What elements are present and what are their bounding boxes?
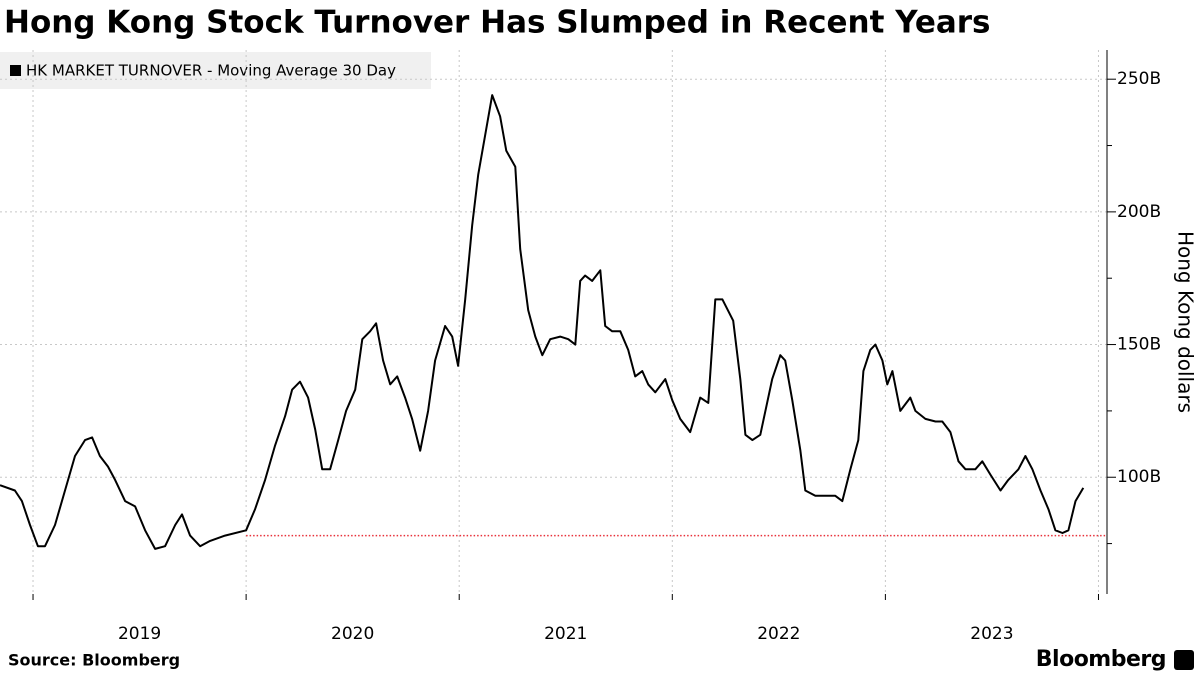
brand-icon [1174, 650, 1194, 670]
legend-box [0, 52, 431, 89]
legend-swatch [10, 65, 21, 76]
y-tick-label: 200B [1117, 202, 1161, 222]
line-series [0, 94, 1085, 550]
source: Source: Bloomberg [8, 651, 180, 670]
y-tick-label: 250B [1117, 69, 1161, 89]
x-tick-label: 2023 [970, 624, 1013, 644]
x-tick-label: 2020 [331, 624, 374, 644]
x-tick-label: 2022 [757, 624, 800, 644]
y-tick-label: 150B [1117, 335, 1161, 355]
brand: Bloomberg [1036, 647, 1166, 672]
x-tick-label: 2019 [118, 624, 161, 644]
y-axis-label: Hong Kong dollars [1174, 231, 1198, 413]
x-tick-label: 2021 [544, 624, 587, 644]
legend-label: HK MARKET TURNOVER - Moving Average 30 D… [26, 62, 396, 80]
y-tick-label: 100B [1117, 467, 1161, 487]
chart-title: Hong Kong Stock Turnover Has Slumped in … [4, 5, 991, 41]
